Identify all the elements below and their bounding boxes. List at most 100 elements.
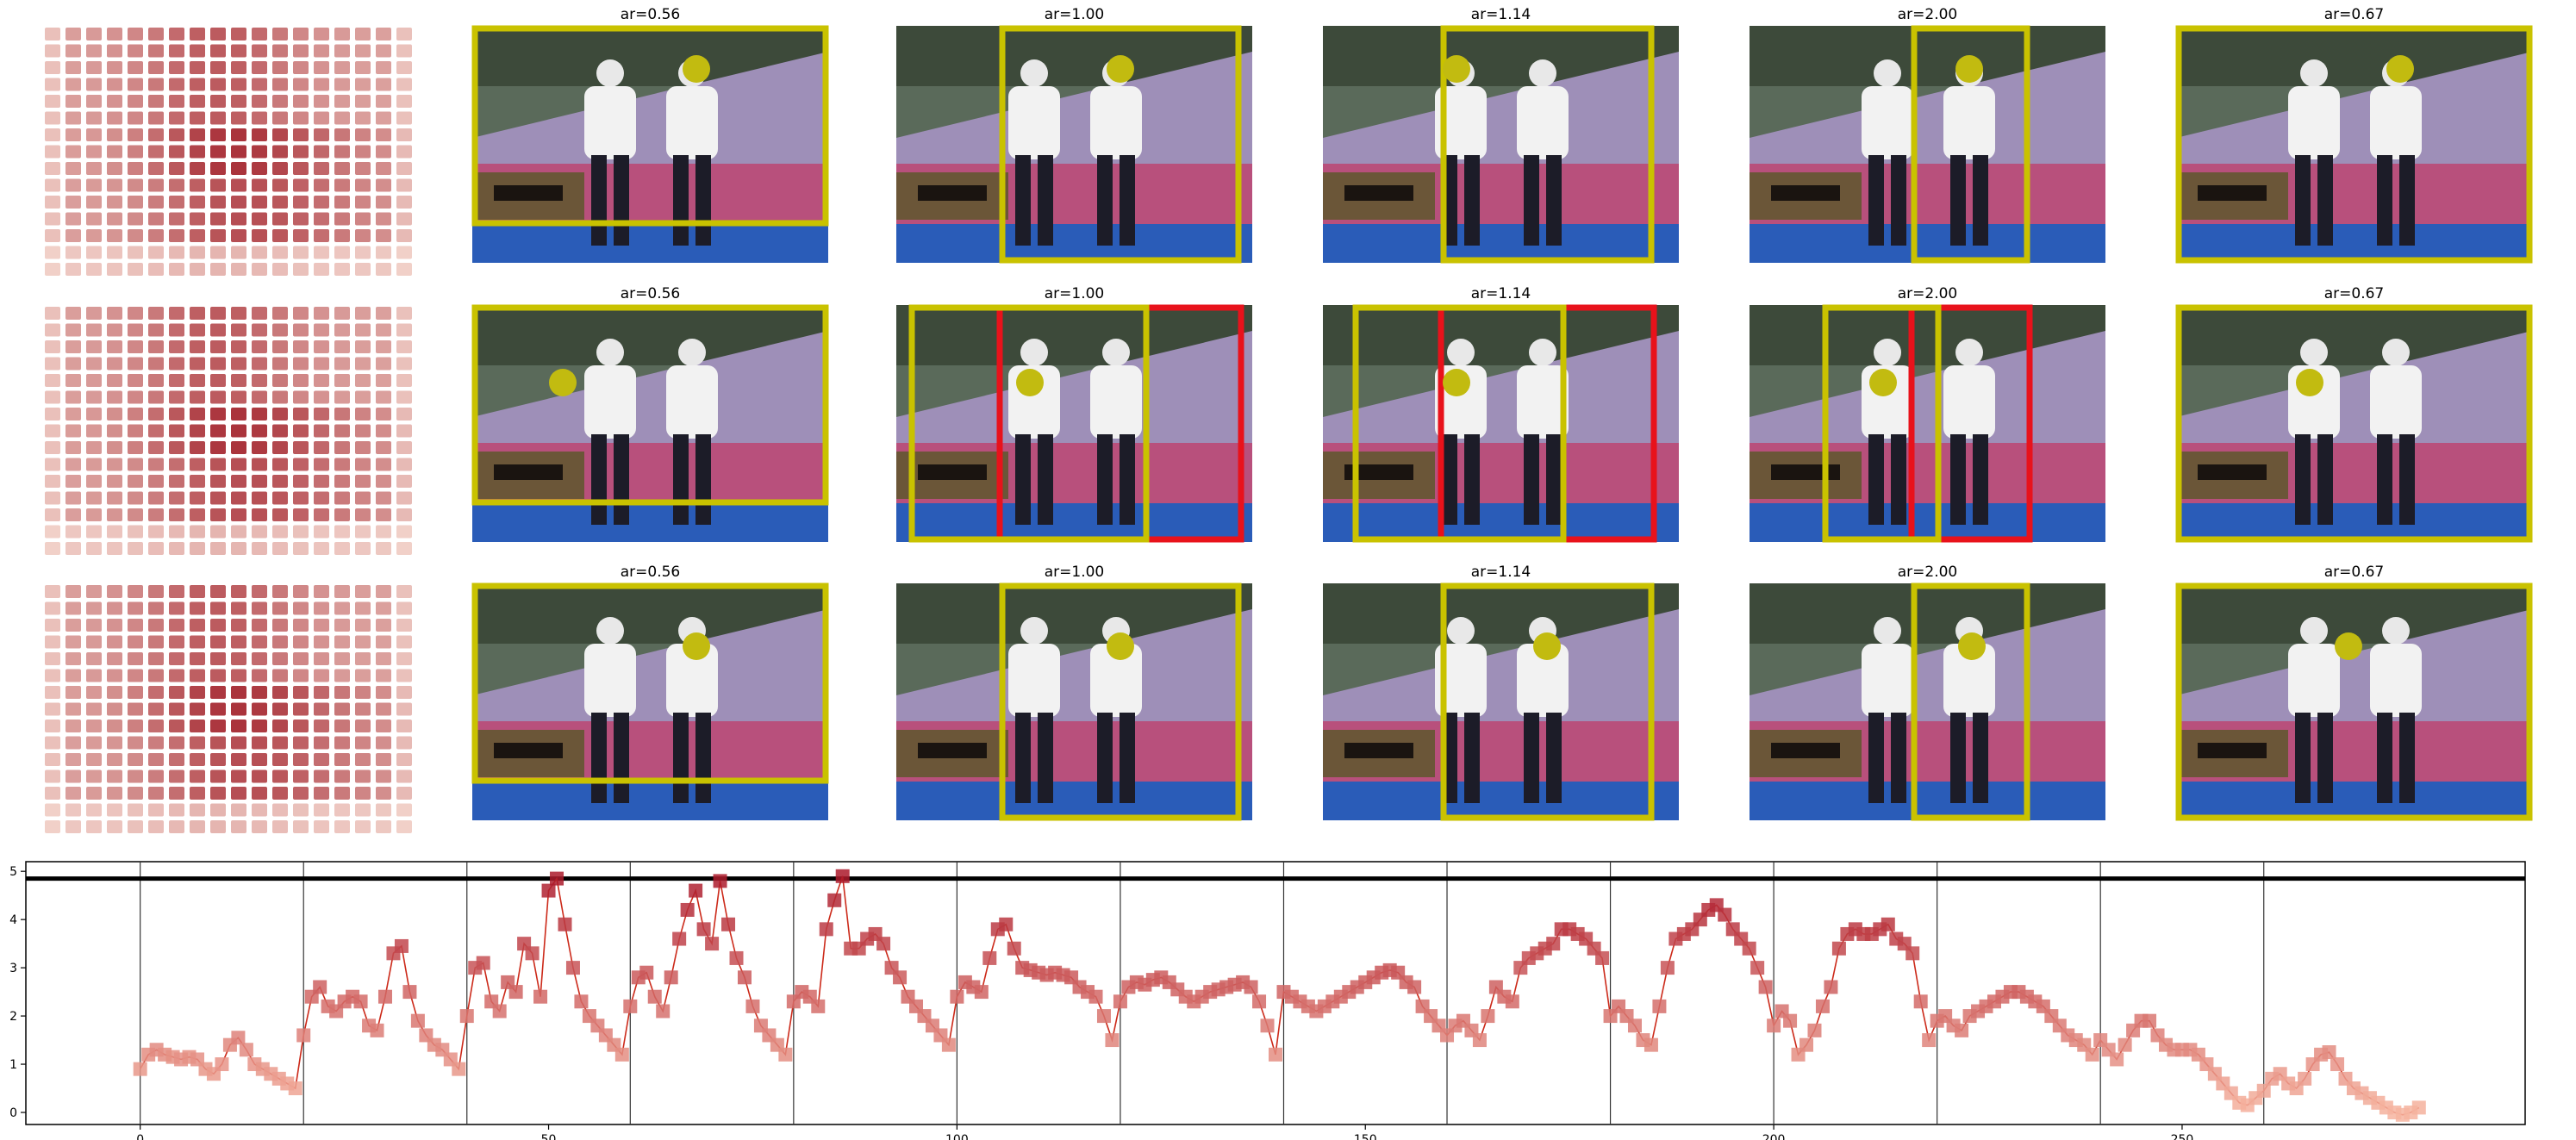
data-point	[476, 956, 490, 970]
heatmap-cell	[148, 263, 164, 276]
heatmap-cell	[252, 323, 267, 337]
heatmap-cell	[376, 95, 391, 108]
heatmap-cell	[107, 178, 122, 192]
heatmap-cell	[86, 686, 102, 699]
data-point	[1758, 980, 1773, 994]
heatmap-cell	[148, 212, 164, 226]
heatmap-cell	[231, 702, 246, 716]
heatmap-cell	[355, 686, 371, 699]
archer-right-leg	[1524, 155, 1539, 246]
heatmap-cell	[128, 196, 143, 209]
data-point	[288, 1081, 303, 1096]
heatmap-cell	[231, 307, 246, 320]
heatmap-cell	[334, 458, 350, 471]
scene-stands	[2176, 609, 2532, 730]
heatmap-cell	[334, 44, 350, 58]
heatmap-cell	[190, 820, 205, 833]
heatmap-cell	[86, 212, 102, 226]
heatmap-cell	[107, 128, 122, 141]
heatmap-cell	[210, 669, 226, 682]
heatmap-cell	[65, 162, 81, 175]
heatmap-cell	[169, 246, 184, 259]
heatmap-cell	[334, 702, 350, 716]
heatmap-cell	[210, 390, 226, 404]
archer-right-torso	[666, 86, 718, 159]
crop-box	[1911, 582, 2030, 821]
heatmap-cell	[272, 475, 288, 488]
heatmap-cell	[86, 803, 102, 817]
heatmap-cell	[148, 585, 164, 598]
heatmap-cell	[45, 78, 60, 91]
heatmap-cell	[45, 669, 60, 682]
heatmap-cell	[128, 508, 143, 521]
archer-left-leg	[1464, 713, 1480, 803]
heatmap-cell	[334, 753, 350, 766]
scene-field	[896, 782, 1252, 820]
heatmap-cell	[107, 196, 122, 209]
heatmap-cell	[45, 736, 60, 750]
heatmap-cell	[376, 601, 391, 615]
heatmap-cell	[252, 178, 267, 192]
heatmap-cell	[376, 340, 391, 353]
heatmap-cell	[355, 525, 371, 539]
heatmap-cell	[293, 803, 309, 817]
heatmap-cell	[128, 769, 143, 783]
archer-left-leg	[2295, 713, 2311, 803]
heatmap-cell	[376, 787, 391, 800]
heatmap-cell	[314, 585, 329, 598]
data-point	[623, 999, 638, 1013]
heatmap-cell	[86, 424, 102, 438]
heatmap-cell	[45, 686, 60, 699]
heatmap-cell	[355, 229, 371, 242]
y-axis-ticks: 0 1 2 3 4 5	[9, 865, 26, 1120]
archer-left-leg	[1868, 434, 1884, 525]
heatmap-cell	[65, 820, 81, 833]
archer-left-leg	[1038, 434, 1053, 525]
heatmap-cell	[355, 769, 371, 783]
image-panel: ar=1.14	[1323, 285, 1679, 543]
heatmap-cell	[107, 525, 122, 539]
heatmap-cell	[293, 601, 309, 615]
archer-left-torso	[1435, 86, 1487, 159]
heatmap-cell	[45, 44, 60, 58]
archer-right-leg	[673, 155, 689, 246]
heatmap-cell	[334, 111, 350, 125]
heatmap-cell	[190, 323, 205, 337]
data-point	[1718, 907, 1732, 922]
heatmap-cell	[45, 769, 60, 783]
scene-cabin-window	[494, 185, 563, 201]
heatmap-cell	[107, 736, 122, 750]
heatmap-cell	[190, 374, 205, 387]
heatmap-cell	[314, 128, 329, 141]
heatmap-cell	[107, 635, 122, 649]
data-point	[729, 950, 744, 965]
heatmap-cell	[45, 441, 60, 454]
heatmap-cell	[355, 619, 371, 632]
heatmap-cell	[293, 619, 309, 632]
data-point	[737, 970, 752, 985]
archer-left-head	[1020, 617, 1048, 645]
heatmap-cell	[396, 652, 412, 665]
archer-left-leg	[1868, 155, 1884, 246]
heatmap-cell	[376, 374, 391, 387]
image-panel: ar=1.00	[896, 564, 1252, 821]
heatmap-cell	[334, 323, 350, 337]
heatmap-cell	[45, 178, 60, 192]
heatmap-cell	[231, 475, 246, 488]
archer-left-leg	[1464, 155, 1480, 246]
data-point	[533, 989, 548, 1004]
heatmap-cell	[293, 323, 309, 337]
heatmap-cell	[45, 61, 60, 74]
heatmap-cell	[65, 669, 81, 682]
heatmap-cell	[128, 307, 143, 320]
heatmap-cell	[272, 178, 288, 192]
heatmap-cell	[252, 508, 267, 521]
heatmap-cell	[355, 323, 371, 337]
heatmap-cell	[190, 769, 205, 783]
heatmap-cell	[45, 162, 60, 175]
heatmap-cell	[128, 340, 143, 353]
archer-right-leg	[673, 434, 689, 525]
scene-stands	[1323, 609, 1679, 730]
heatmap-cell	[128, 374, 143, 387]
heatmap-cell	[190, 491, 205, 505]
